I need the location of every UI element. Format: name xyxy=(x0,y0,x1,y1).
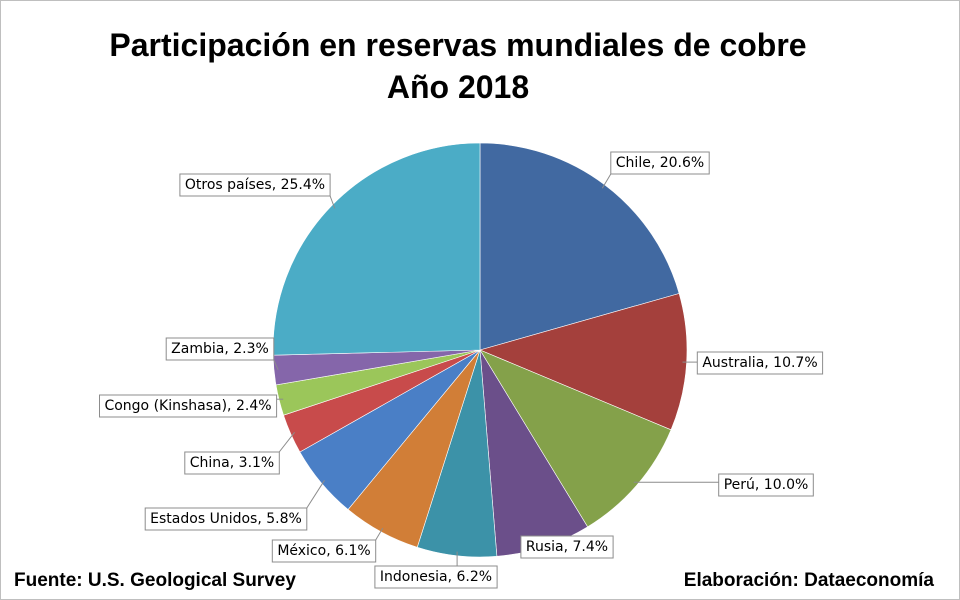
credit-note: Elaboración: Dataeconomía xyxy=(683,570,934,591)
pie-slice-peru xyxy=(479,349,672,528)
data-label-zambia: Zambia, 2.3% xyxy=(171,341,269,357)
data-label-box-estados-unidos xyxy=(144,507,308,531)
data-label-mexico: México, 6.1% xyxy=(277,543,370,559)
data-label-box-indonesia xyxy=(374,565,498,589)
data-label-australia: Australia, 10.7% xyxy=(702,355,817,371)
source-note: Fuente: U.S. Geological Survey xyxy=(14,570,296,591)
data-label-chile: Chile, 20.6% xyxy=(616,155,704,171)
pie-slice-otros-paises xyxy=(272,142,481,356)
leader-line-mexico xyxy=(375,527,384,541)
data-label-box-rusia xyxy=(520,535,614,559)
data-label-estados-unidos: Estados Unidos, 5.8% xyxy=(150,511,302,527)
data-label-box-chile xyxy=(610,151,710,175)
leader-line-zambia xyxy=(273,359,279,370)
data-label-box-zambia xyxy=(165,337,275,361)
data-label-box-australia xyxy=(696,351,824,375)
data-label-box-peru xyxy=(718,473,814,497)
leader-line-estados-unidos xyxy=(306,480,325,509)
leader-line-china xyxy=(278,431,295,453)
data-label-peru: Perú, 10.0% xyxy=(724,477,809,493)
chart-subtitle: Año 2018 xyxy=(387,69,529,105)
data-labels: Chile, 20.6% Australia, 10.7% Perú, 10.0% R… xyxy=(99,151,824,589)
data-label-box-mexico xyxy=(271,539,377,563)
data-label-rusia: Rusia, 7.4% xyxy=(526,539,608,555)
data-label-china: China, 3.1% xyxy=(190,455,274,471)
data-label-congo-kinshasa: Congo (Kinshasa), 2.4% xyxy=(104,398,271,414)
pie-slices xyxy=(272,142,688,558)
data-label-box-congo-kinshasa xyxy=(99,394,278,418)
leader-line-otros-paises xyxy=(329,195,336,209)
data-label-indonesia: Indonesia, 6.2% xyxy=(380,569,492,585)
leader-lines xyxy=(273,173,719,566)
data-label-box-otros-paises xyxy=(179,173,331,197)
data-label-box-china xyxy=(184,451,280,475)
chart-title: Participación en reservas mundiales de c… xyxy=(109,27,806,63)
data-label-otros-paises: Otros países, 25.4% xyxy=(185,177,325,193)
leader-line-chile xyxy=(601,173,612,189)
